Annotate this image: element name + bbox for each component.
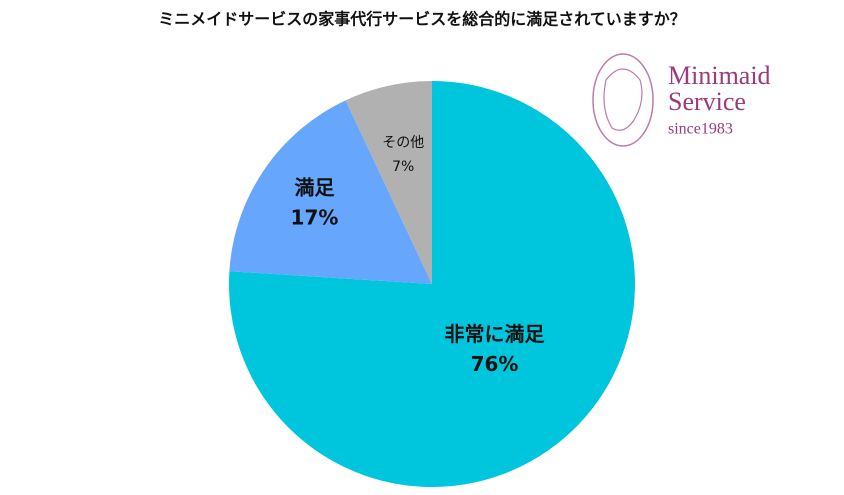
slice-label: 非常に満足	[445, 322, 546, 346]
logo: Minimaid Service since1983	[592, 53, 771, 147]
logo-text: Service	[668, 87, 746, 116]
chart-title: ミニメイドサービスの家事代行サービスを総合的に満足されていますか？	[158, 10, 686, 29]
slice-value-label: 76%	[471, 352, 519, 376]
logo-text: Minimaid	[668, 61, 771, 90]
logo-frame	[592, 53, 654, 147]
pie-slice	[345, 81, 432, 284]
slice-value-label: 17%	[291, 206, 339, 230]
slice-label: その他	[382, 135, 424, 151]
slice-value-label: 7%	[392, 159, 414, 175]
logo-figure	[603, 68, 643, 131]
slice-label: 満足	[294, 176, 335, 200]
logo-text: since1983	[668, 121, 733, 138]
pie-slice	[229, 100, 432, 285]
